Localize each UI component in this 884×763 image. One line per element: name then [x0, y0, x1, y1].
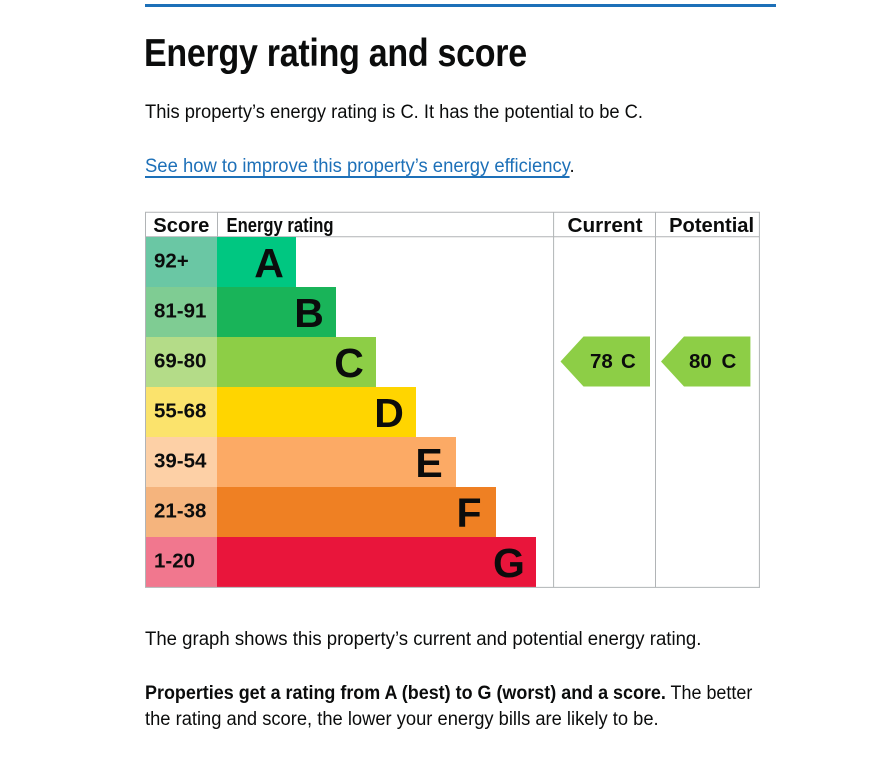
svg-text:B: B	[294, 290, 324, 336]
svg-text:81-91: 81-91	[154, 299, 206, 322]
svg-text:F: F	[456, 490, 481, 536]
svg-text:Potential: Potential	[669, 215, 754, 237]
svg-text:21-38: 21-38	[154, 499, 206, 522]
svg-text:69-80: 69-80	[154, 349, 206, 372]
svg-text:E: E	[415, 440, 442, 486]
svg-text:D: D	[374, 390, 404, 436]
svg-text:1-20: 1-20	[154, 549, 195, 572]
svg-text:C: C	[621, 350, 636, 373]
svg-text:G: G	[493, 540, 525, 586]
svg-text:C: C	[334, 340, 364, 386]
svg-text:55-68: 55-68	[154, 399, 206, 422]
svg-text:C: C	[722, 350, 737, 373]
svg-text:80: 80	[689, 350, 712, 373]
svg-text:78: 78	[590, 350, 613, 373]
svg-text:Current: Current	[568, 215, 643, 237]
svg-text:Score: Score	[153, 215, 209, 237]
svg-text:92+: 92+	[154, 249, 189, 272]
svg-text:39-54: 39-54	[154, 449, 207, 472]
svg-text:A: A	[254, 240, 284, 286]
svg-text:Energy rating: Energy rating	[227, 215, 334, 237]
